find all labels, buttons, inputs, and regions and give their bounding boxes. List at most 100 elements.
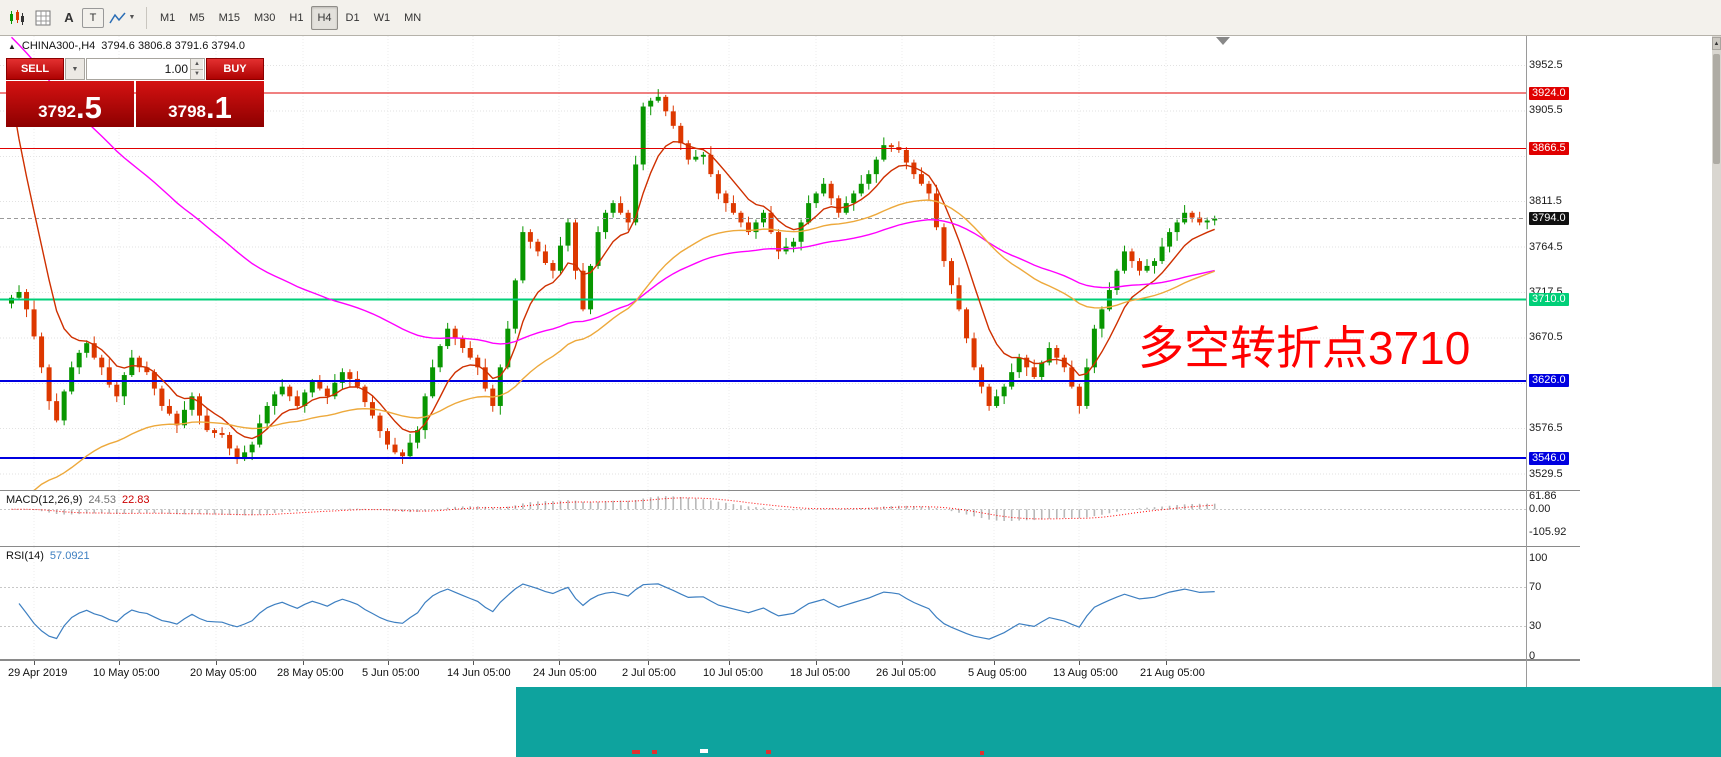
price-axis-label: 70	[1529, 580, 1542, 593]
price-pane[interactable]: ▲ CHINA300-,H4 3794.6 3806.8 3791.6 3794…	[0, 36, 1580, 491]
timeframe-M15[interactable]: M15	[218, 11, 240, 24]
volume-stepper: ▲ ▼	[190, 59, 203, 79]
bottom-bar-marks	[766, 750, 771, 754]
time-axis-tick	[648, 661, 649, 665]
price-axis-label: 30	[1529, 620, 1542, 633]
price-axis-column: 3952.5 3924.0 3905.5 3866.5 3811.5 3794.0 3764…	[1526, 36, 1580, 687]
time-axis-label: 21 Aug 05:00	[1140, 667, 1205, 679]
price-axis-label: 3952.5	[1529, 59, 1563, 71]
timeframe-D1[interactable]: D1	[345, 11, 360, 24]
time-axis-label: 10 Jul 05:00	[703, 667, 763, 679]
bottom-bar-marks	[652, 750, 657, 754]
text-label-icon[interactable]: A	[64, 10, 74, 25]
candlestick-chart-icon[interactable]	[4, 5, 30, 31]
timeframe-M30[interactable]: M30	[253, 11, 276, 24]
time-axis-tick	[902, 661, 903, 665]
time-axis-tick	[1079, 661, 1080, 665]
volume-field[interactable]: 1.00 ▲ ▼	[86, 58, 205, 80]
macd-title: MACD(12,26,9) 24.53 22.83	[6, 494, 149, 506]
one-click-trading-panel: SELL ▼ 1.00 ▲ ▼ BUY 3792 .5	[6, 58, 264, 127]
rsi-title: RSI(14) 57.0921	[6, 550, 90, 562]
symbol-header: ▲ CHINA300-,H4 3794.6 3806.8 3791.6 3794…	[8, 40, 245, 52]
rsi-value: 57.0921	[49, 550, 90, 562]
bottom-teal-bar	[516, 687, 1721, 757]
scroll-up-icon[interactable]: ▲	[1712, 37, 1721, 50]
price-axis-label: 61.86	[1529, 489, 1557, 502]
sell-price-main: 3792	[38, 102, 76, 121]
timeframe-H4[interactable]: H4	[311, 5, 338, 30]
time-axis-label: 26 Jul 05:00	[876, 667, 936, 679]
ma-fast-red	[10, 95, 1215, 440]
time-axis-tick	[34, 661, 35, 665]
timeframe-MN[interactable]: MN	[404, 11, 422, 24]
line-studies-icon[interactable]: ▼	[104, 5, 140, 31]
time-axis-tick	[473, 661, 474, 665]
rsi-line	[18, 583, 1215, 640]
time-axis-tick	[388, 661, 389, 665]
timeframe-M5[interactable]: M5	[189, 11, 205, 24]
dropdown-caret-icon: ▼	[128, 14, 136, 21]
timeframe-H1[interactable]: H1	[289, 11, 304, 24]
price-axis-label: -105.92	[1529, 525, 1567, 538]
timeframe-M1[interactable]: M1	[160, 11, 176, 24]
price-level-label: 3626.0	[1529, 374, 1569, 388]
scrollbar-thumb[interactable]	[1713, 54, 1720, 164]
sell-button[interactable]: SELL	[6, 58, 64, 80]
price-chart-svg	[0, 36, 1526, 490]
candles-layer	[9, 89, 1218, 464]
timeframe-group: M1 M5 M15 M30 H1 H4 D1 W1 MN	[153, 5, 428, 30]
macd-value-main: 24.53	[88, 494, 116, 506]
time-axis-label: 13 Aug 05:00	[1053, 667, 1118, 679]
price-axis-label: 3905.5	[1529, 104, 1563, 117]
ma-mid-magenta	[11, 36, 1215, 345]
volume-value: 1.00	[164, 62, 188, 76]
chart-window: ▲ CHINA300-,H4 3794.6 3806.8 3791.6 3794…	[0, 36, 1580, 687]
grid-template-icon[interactable]	[30, 5, 56, 31]
text-tool-icon[interactable]: T	[82, 7, 104, 28]
collapse-icon[interactable]: ▲	[8, 41, 16, 51]
buy-price-box[interactable]: 3798 .1	[136, 81, 264, 127]
volume-down-icon[interactable]: ▼	[190, 69, 203, 79]
timeframe-W1[interactable]: W1	[373, 11, 391, 24]
time-axis-tick	[119, 661, 120, 665]
time-axis-tick	[729, 661, 730, 665]
sell-price-box[interactable]: 3792 .5	[6, 81, 134, 127]
time-axis: 29 Apr 2019 10 May 05:00 20 May 05:00 28 Ma…	[0, 660, 1580, 687]
axis-separator	[1526, 36, 1527, 687]
bottom-bar-marks	[700, 749, 708, 753]
rsi-label: RSI(14)	[6, 550, 44, 562]
symbol-title: CHINA300-,H4	[21, 40, 96, 52]
time-axis-tick	[816, 661, 817, 665]
price-axis-label: 3811.5	[1529, 195, 1562, 208]
macd-pane[interactable]: MACD(12,26,9) 24.53 22.83	[0, 491, 1580, 547]
bottom-strip	[0, 687, 1721, 757]
price-axis-label: 3529.5	[1529, 467, 1563, 480]
chart-annotation-text: 多空转折点3710	[1138, 322, 1471, 374]
time-axis-label: 18 Jul 05:00	[790, 667, 850, 679]
sell-price-big: .5	[75, 90, 102, 125]
time-axis-tick	[303, 661, 304, 665]
time-axis-tick	[216, 661, 217, 665]
price-axis-label: 100	[1529, 551, 1548, 564]
time-axis-tick	[1166, 661, 1167, 665]
price-axis-label: 0	[1529, 649, 1536, 662]
bottom-bar-marks	[980, 751, 984, 755]
volume-up-icon[interactable]: ▲	[190, 59, 203, 70]
toolbar: A T ▼ M1 M5 M15 M30 H1 H4 D1 W1 MN	[0, 0, 1721, 36]
price-axis-label: 0.00	[1529, 502, 1551, 515]
rsi-pane[interactable]: RSI(14) 57.0921	[0, 547, 1580, 660]
ma-slow-orange	[33, 199, 1215, 490]
volume-dropdown-icon[interactable]: ▼	[65, 58, 85, 80]
buy-button[interactable]: BUY	[206, 58, 264, 80]
rsi-chart-svg	[0, 547, 1526, 659]
macd-label: MACD(12,26,9)	[6, 494, 83, 506]
price-level-label: 3546.0	[1529, 451, 1569, 465]
buy-price-big: .1	[205, 90, 232, 125]
price-level-label: 3866.5	[1529, 142, 1569, 155]
time-axis-label: 14 Jun 05:00	[447, 667, 511, 679]
time-axis-label: 29 Apr 2019	[8, 667, 68, 679]
vertical-scrollbar[interactable]: ▲	[1712, 36, 1721, 687]
toolbar-separator	[146, 6, 147, 29]
buy-price-main: 3798	[168, 102, 206, 121]
